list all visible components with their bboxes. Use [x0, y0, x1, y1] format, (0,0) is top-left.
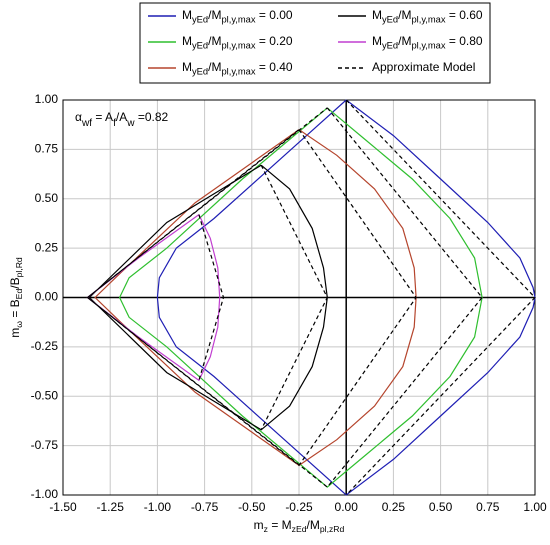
text-part: = M [268, 518, 292, 532]
x-tick-label: -0.25 [285, 500, 313, 514]
text-part: pl,y,max [411, 41, 445, 51]
series-line [86, 99, 536, 496]
text-part: = 0.20 [256, 34, 293, 48]
text-part: M [372, 8, 382, 22]
text-part: zEd [292, 524, 307, 534]
text-part: M [182, 34, 192, 48]
series-line [118, 107, 483, 488]
text-part: yEd [382, 15, 398, 25]
y-tick-label: -0.50 [31, 388, 59, 402]
text-part: m [254, 518, 264, 532]
text-part: yEd [382, 41, 398, 51]
text-part: /M [208, 8, 221, 22]
text-part: pl,Rd [14, 257, 24, 277]
y-tick-label: -0.75 [31, 438, 59, 452]
text-part: z [264, 524, 268, 534]
text-part: = B [8, 299, 22, 321]
text-part: /M [208, 60, 221, 74]
legend-label: MyEd/Mpl,y,max = 0.60 [372, 8, 483, 25]
text-part: pl,y,max [411, 15, 445, 25]
text-part: M [182, 8, 192, 22]
text-part: pl,zRd [320, 524, 345, 534]
legend-label: MyEd/Mpl,y,max = 0.20 [182, 34, 293, 51]
x-tick-label: -1.25 [97, 500, 125, 514]
text-part: M [372, 34, 382, 48]
text-part: wf [81, 118, 92, 129]
text-part: /M [398, 34, 411, 48]
y-tick-label: -1.00 [31, 487, 59, 501]
text-part: = 0.60 [446, 8, 483, 22]
legend-label: Approximate Model [372, 60, 475, 74]
text-part: pl,y,max [221, 15, 255, 25]
annotation: αwf = Af/Aw =0.82 [75, 110, 169, 128]
text-part: yEd [192, 41, 208, 51]
legend-label: MyEd/Mpl,y,max = 0.00 [182, 8, 293, 25]
y-tick-label: 0.25 [35, 240, 59, 254]
text-part: /A [116, 110, 127, 124]
series-line [156, 99, 536, 496]
x-tick-label: -1.50 [49, 500, 77, 514]
legend-box [139, 2, 491, 84]
text-part: f [113, 118, 116, 129]
x-tick-label: 0.50 [429, 500, 453, 514]
text-part: pl,y,max [221, 67, 255, 77]
text-part: /M [208, 34, 221, 48]
text-part: α [75, 110, 82, 124]
text-part: = 0.00 [256, 8, 293, 22]
x-tick-label: -1.00 [144, 500, 172, 514]
x-tick-label: -0.50 [238, 500, 266, 514]
text-part: yEd [192, 67, 208, 77]
y-tick-label: 1.00 [35, 92, 59, 106]
text-part: =0.82 [135, 110, 169, 124]
text-part: /M [398, 8, 411, 22]
y-axis-label: mω = BEd/Bpl,Rd [8, 257, 24, 338]
text-part: = 0.40 [256, 60, 293, 74]
text-part: ω [14, 321, 24, 328]
text-part: Ed [14, 289, 24, 300]
legend-label: MyEd/Mpl,y,max = 0.80 [372, 34, 483, 51]
text-part: yEd [192, 15, 208, 25]
x-tick-label: 0.25 [382, 500, 406, 514]
x-tick-label: -0.75 [191, 500, 219, 514]
text-part: /B [8, 277, 22, 288]
text-part: pl,y,max [221, 41, 255, 51]
x-axis-label: mz = MzEd/Mpl,zRd [254, 518, 345, 534]
y-tick-label: 0.00 [35, 290, 59, 304]
x-tick-label: 1.00 [523, 500, 547, 514]
y-tick-label: -0.25 [31, 339, 59, 353]
legend-label: MyEd/Mpl,y,max = 0.40 [182, 60, 293, 77]
y-tick-label: 0.50 [35, 191, 59, 205]
text-part: w [126, 118, 135, 129]
y-tick-label: 0.75 [35, 142, 59, 156]
text-part: = A [92, 110, 113, 124]
text-part: m [8, 328, 22, 338]
series-line [94, 129, 417, 467]
series-line [88, 164, 328, 431]
x-tick-label: 0.00 [335, 500, 359, 514]
x-tick-label: 0.75 [476, 500, 500, 514]
text-part: Approximate Model [372, 60, 475, 74]
text-part: /M [307, 518, 320, 532]
text-part: = 0.80 [446, 34, 483, 48]
text-part: M [182, 60, 192, 74]
